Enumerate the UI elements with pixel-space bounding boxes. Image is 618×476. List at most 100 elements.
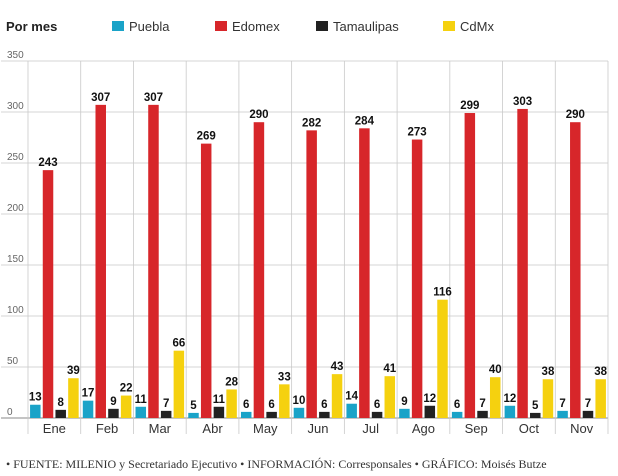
data-label: 307 bbox=[91, 92, 110, 104]
data-label: 299 bbox=[460, 100, 479, 112]
bar-puebla-ene bbox=[30, 404, 41, 418]
data-label: 5 bbox=[190, 400, 197, 412]
y-axis-ticks: 0 50 100 150 200 250 300 350 bbox=[7, 50, 24, 418]
bar-edomex-abr bbox=[200, 143, 212, 418]
legend-label: CdMx bbox=[460, 19, 494, 34]
legend-swatch bbox=[316, 21, 328, 31]
bar-edomex-may bbox=[253, 122, 265, 418]
data-label: 33 bbox=[278, 371, 291, 383]
data-label: 290 bbox=[249, 109, 268, 121]
legend-swatch bbox=[443, 21, 455, 31]
data-label: 5 bbox=[532, 400, 539, 412]
data-label: 7 bbox=[585, 398, 591, 410]
data-label: 6 bbox=[374, 399, 380, 411]
data-label: 12 bbox=[423, 393, 436, 405]
legend: Puebla Edomex Tamaulipas CdMx bbox=[112, 19, 494, 34]
data-label: 11 bbox=[135, 394, 148, 406]
y-tick-label: 150 bbox=[7, 254, 24, 265]
data-labels: 1324383917307922113077665269112862906331… bbox=[29, 92, 608, 412]
legend-label: Edomex bbox=[232, 19, 280, 34]
x-tick-label: Oct bbox=[519, 421, 540, 436]
x-tick-label: Jul bbox=[362, 421, 379, 436]
bar-tamaulipas-feb bbox=[108, 408, 119, 418]
bar-tamaulipas-abr bbox=[213, 406, 225, 418]
x-tick-label: Sep bbox=[465, 421, 488, 436]
bar-puebla-mar bbox=[135, 406, 147, 418]
legend-item-puebla: Puebla bbox=[112, 19, 170, 34]
data-label: 6 bbox=[268, 399, 274, 411]
y-tick-label: 300 bbox=[7, 101, 24, 112]
bar-puebla-ago bbox=[399, 408, 410, 418]
y-tick-label: 0 bbox=[7, 407, 13, 418]
data-label: 38 bbox=[542, 366, 555, 378]
bar-cdmx-ene bbox=[68, 378, 79, 418]
data-label: 284 bbox=[355, 115, 375, 127]
bars bbox=[30, 104, 606, 419]
x-axis-ticks: Ene Feb Mar Abr May Jun Jul Ago Sep Oct Nov bbox=[43, 421, 594, 436]
data-label: 14 bbox=[345, 391, 358, 403]
bar-edomex-ene bbox=[42, 170, 54, 418]
data-label: 38 bbox=[594, 366, 607, 378]
data-label: 273 bbox=[408, 127, 427, 139]
x-tick-label: Nov bbox=[570, 421, 594, 436]
bar-cdmx-feb bbox=[120, 395, 132, 418]
data-label: 43 bbox=[331, 361, 344, 373]
data-label: 22 bbox=[120, 383, 133, 395]
data-label: 13 bbox=[29, 392, 42, 404]
data-label: 9 bbox=[110, 396, 116, 408]
data-label: 7 bbox=[479, 398, 485, 410]
legend-title: Por mes bbox=[6, 19, 57, 34]
bar-puebla-abr bbox=[188, 412, 199, 418]
data-label: 41 bbox=[383, 363, 396, 375]
legend-item-tamaulipas: Tamaulipas bbox=[316, 19, 399, 34]
bar-edomex-jul bbox=[359, 128, 370, 418]
bar-edomex-mar bbox=[148, 104, 159, 419]
legend-label: Tamaulipas bbox=[333, 19, 399, 34]
bar-edomex-feb bbox=[95, 104, 106, 419]
bar-tamaulipas-nov bbox=[582, 410, 594, 418]
data-label: 17 bbox=[82, 388, 95, 400]
legend-swatch bbox=[215, 21, 227, 31]
x-tick-label: Ene bbox=[43, 421, 66, 436]
x-tick-label: Ago bbox=[412, 421, 435, 436]
data-label: 28 bbox=[225, 376, 238, 388]
data-label: 39 bbox=[67, 365, 80, 377]
data-label: 116 bbox=[433, 287, 452, 299]
bar-tamaulipas-ago bbox=[424, 405, 436, 418]
x-tick-label: Abr bbox=[202, 421, 223, 436]
data-label: 307 bbox=[144, 92, 163, 104]
data-label: 269 bbox=[197, 131, 216, 143]
bar-tamaulipas-jul bbox=[371, 411, 383, 418]
bar-cdmx-jun bbox=[331, 374, 343, 418]
bar-puebla-feb bbox=[82, 400, 94, 418]
data-label: 243 bbox=[38, 157, 57, 169]
bar-cdmx-sep bbox=[489, 377, 501, 418]
bar-edomex-oct bbox=[517, 108, 528, 418]
legend-swatch bbox=[112, 21, 124, 31]
data-label: 6 bbox=[454, 399, 460, 411]
data-label: 290 bbox=[566, 109, 585, 121]
bar-puebla-nov bbox=[557, 410, 568, 418]
data-label: 66 bbox=[172, 338, 185, 350]
bar-tamaulipas-ene bbox=[55, 409, 66, 418]
x-tick-label: Jun bbox=[308, 421, 329, 436]
bar-puebla-sep bbox=[451, 411, 463, 418]
y-tick-label: 250 bbox=[7, 152, 24, 163]
y-tick-label: 200 bbox=[7, 203, 24, 214]
bar-cdmx-abr bbox=[226, 389, 237, 418]
bar-tamaulipas-may bbox=[266, 411, 277, 418]
y-tick-label: 100 bbox=[7, 305, 24, 316]
data-label: 8 bbox=[58, 397, 65, 409]
bar-puebla-jul bbox=[346, 403, 357, 418]
y-tick-label: 50 bbox=[7, 356, 19, 367]
x-tick-label: May bbox=[253, 421, 278, 436]
bar-puebla-may bbox=[240, 411, 252, 418]
legend-item-cdmx: CdMx bbox=[443, 19, 494, 34]
bar-cdmx-oct bbox=[542, 379, 554, 418]
chart-svg: Por mes Puebla Edomex Tamaulipas CdMx 0 50 10… bbox=[1, 19, 609, 436]
x-tick-label: Mar bbox=[149, 421, 172, 436]
bar-edomex-ago bbox=[411, 139, 423, 419]
data-label: 6 bbox=[321, 399, 327, 411]
bar-edomex-sep bbox=[464, 113, 476, 419]
bar-edomex-nov bbox=[570, 122, 581, 418]
